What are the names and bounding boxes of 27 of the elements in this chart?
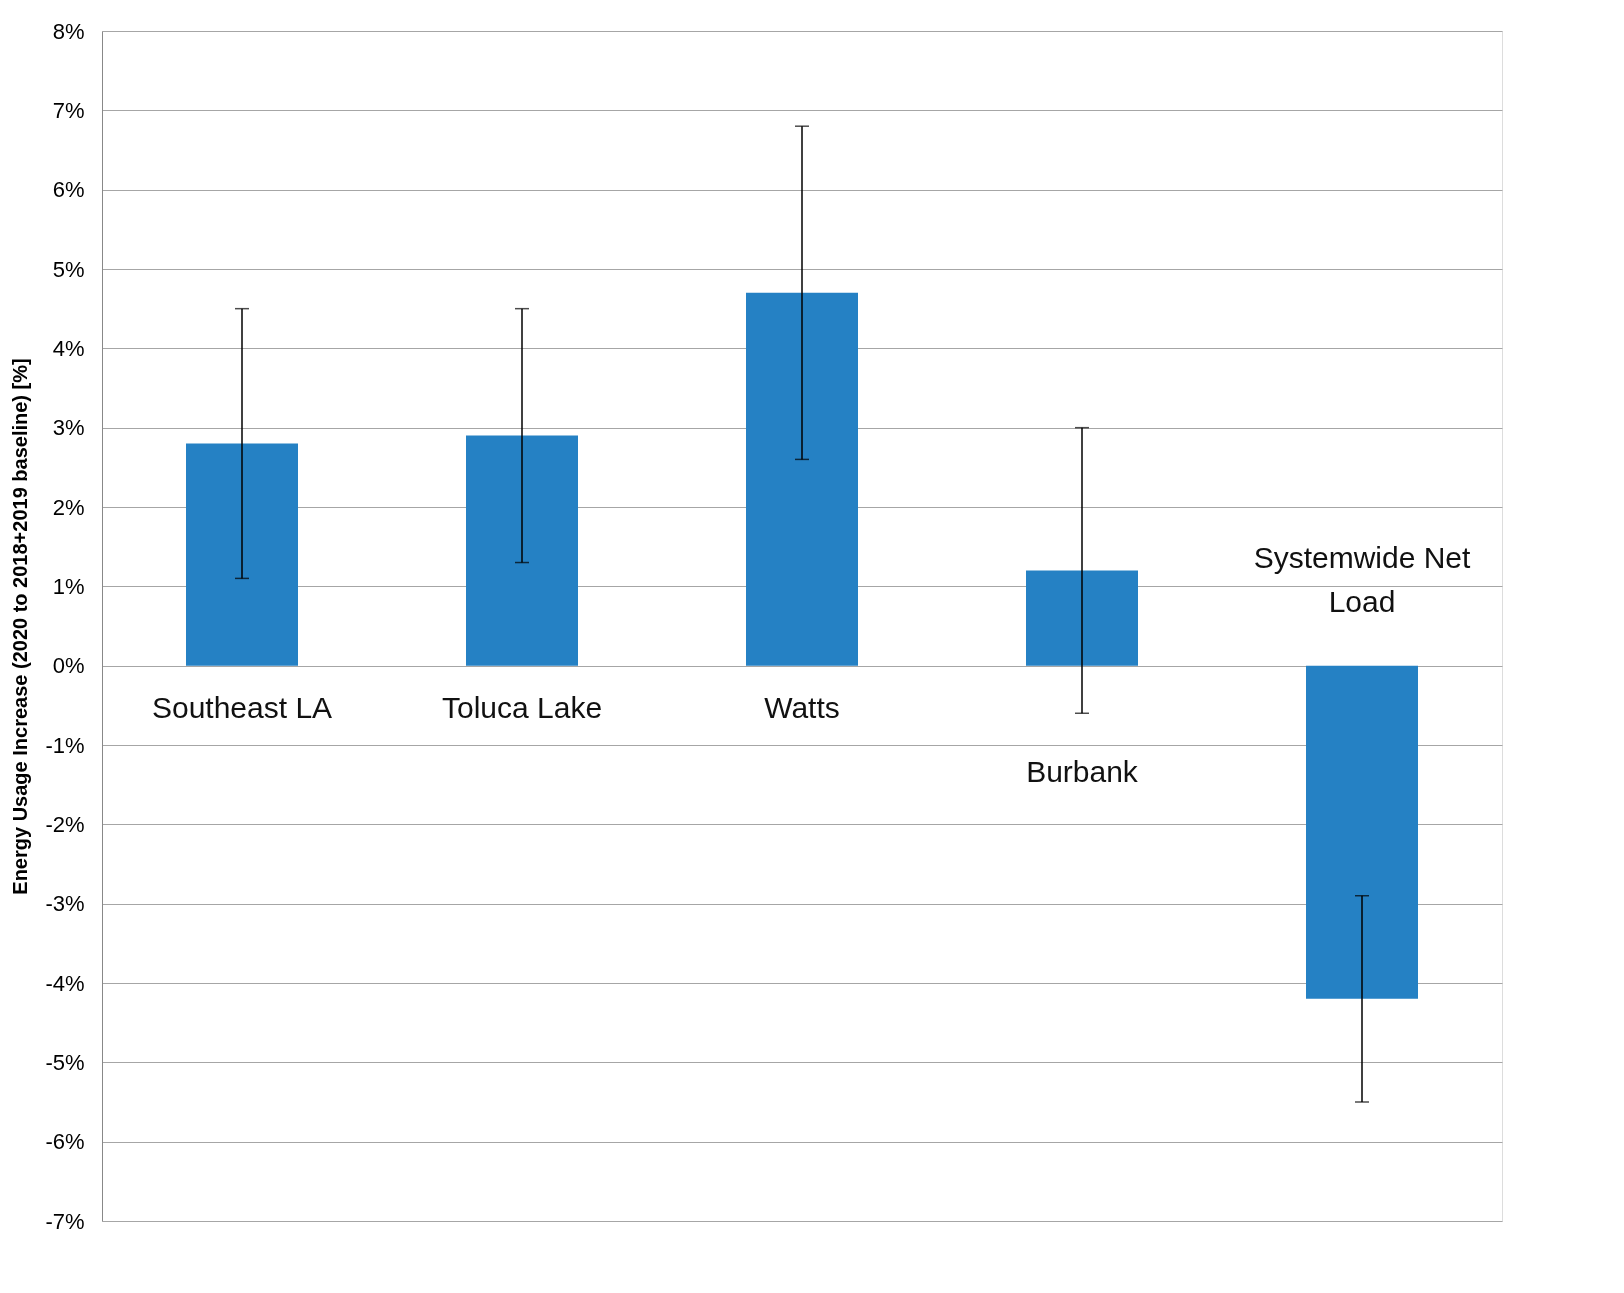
y-tick-label: 1% bbox=[52, 573, 85, 599]
y-tick-label: 4% bbox=[52, 335, 85, 361]
y-tick-label: -6% bbox=[45, 1129, 85, 1155]
y-tick-label: 3% bbox=[52, 415, 85, 441]
bar bbox=[1026, 570, 1138, 666]
x-tick-label: Southeast LA bbox=[151, 691, 333, 725]
x-tick-label: Watts bbox=[764, 691, 840, 725]
y-tick-label: -4% bbox=[45, 970, 85, 996]
bar bbox=[466, 435, 578, 666]
y-tick-label: -3% bbox=[45, 891, 85, 917]
y-tick-label: 2% bbox=[52, 494, 85, 520]
x-tick-label: Systemwide Net Load bbox=[1253, 540, 1472, 618]
y-tick-label: 8% bbox=[52, 18, 85, 44]
y-tick-label: -5% bbox=[45, 1049, 85, 1075]
bar bbox=[1306, 665, 1418, 999]
x-tick-label: Toluca Lake bbox=[441, 691, 603, 725]
y-axis-title: Energy Usage Increase (2020 to 2018+2019 baseline) [%] bbox=[9, 358, 32, 895]
y-tick-label: 5% bbox=[52, 256, 85, 282]
bar bbox=[186, 443, 298, 666]
bar bbox=[746, 292, 858, 666]
x-tick-label: Burbank bbox=[1026, 754, 1139, 788]
y-tick-label: -1% bbox=[45, 732, 85, 758]
y-tick-label: -2% bbox=[45, 811, 85, 837]
y-tick-label: 6% bbox=[52, 177, 85, 203]
y-tick-label: 0% bbox=[52, 653, 85, 679]
y-tick-label: 7% bbox=[52, 97, 85, 123]
y-tick-label: -7% bbox=[45, 1208, 85, 1234]
